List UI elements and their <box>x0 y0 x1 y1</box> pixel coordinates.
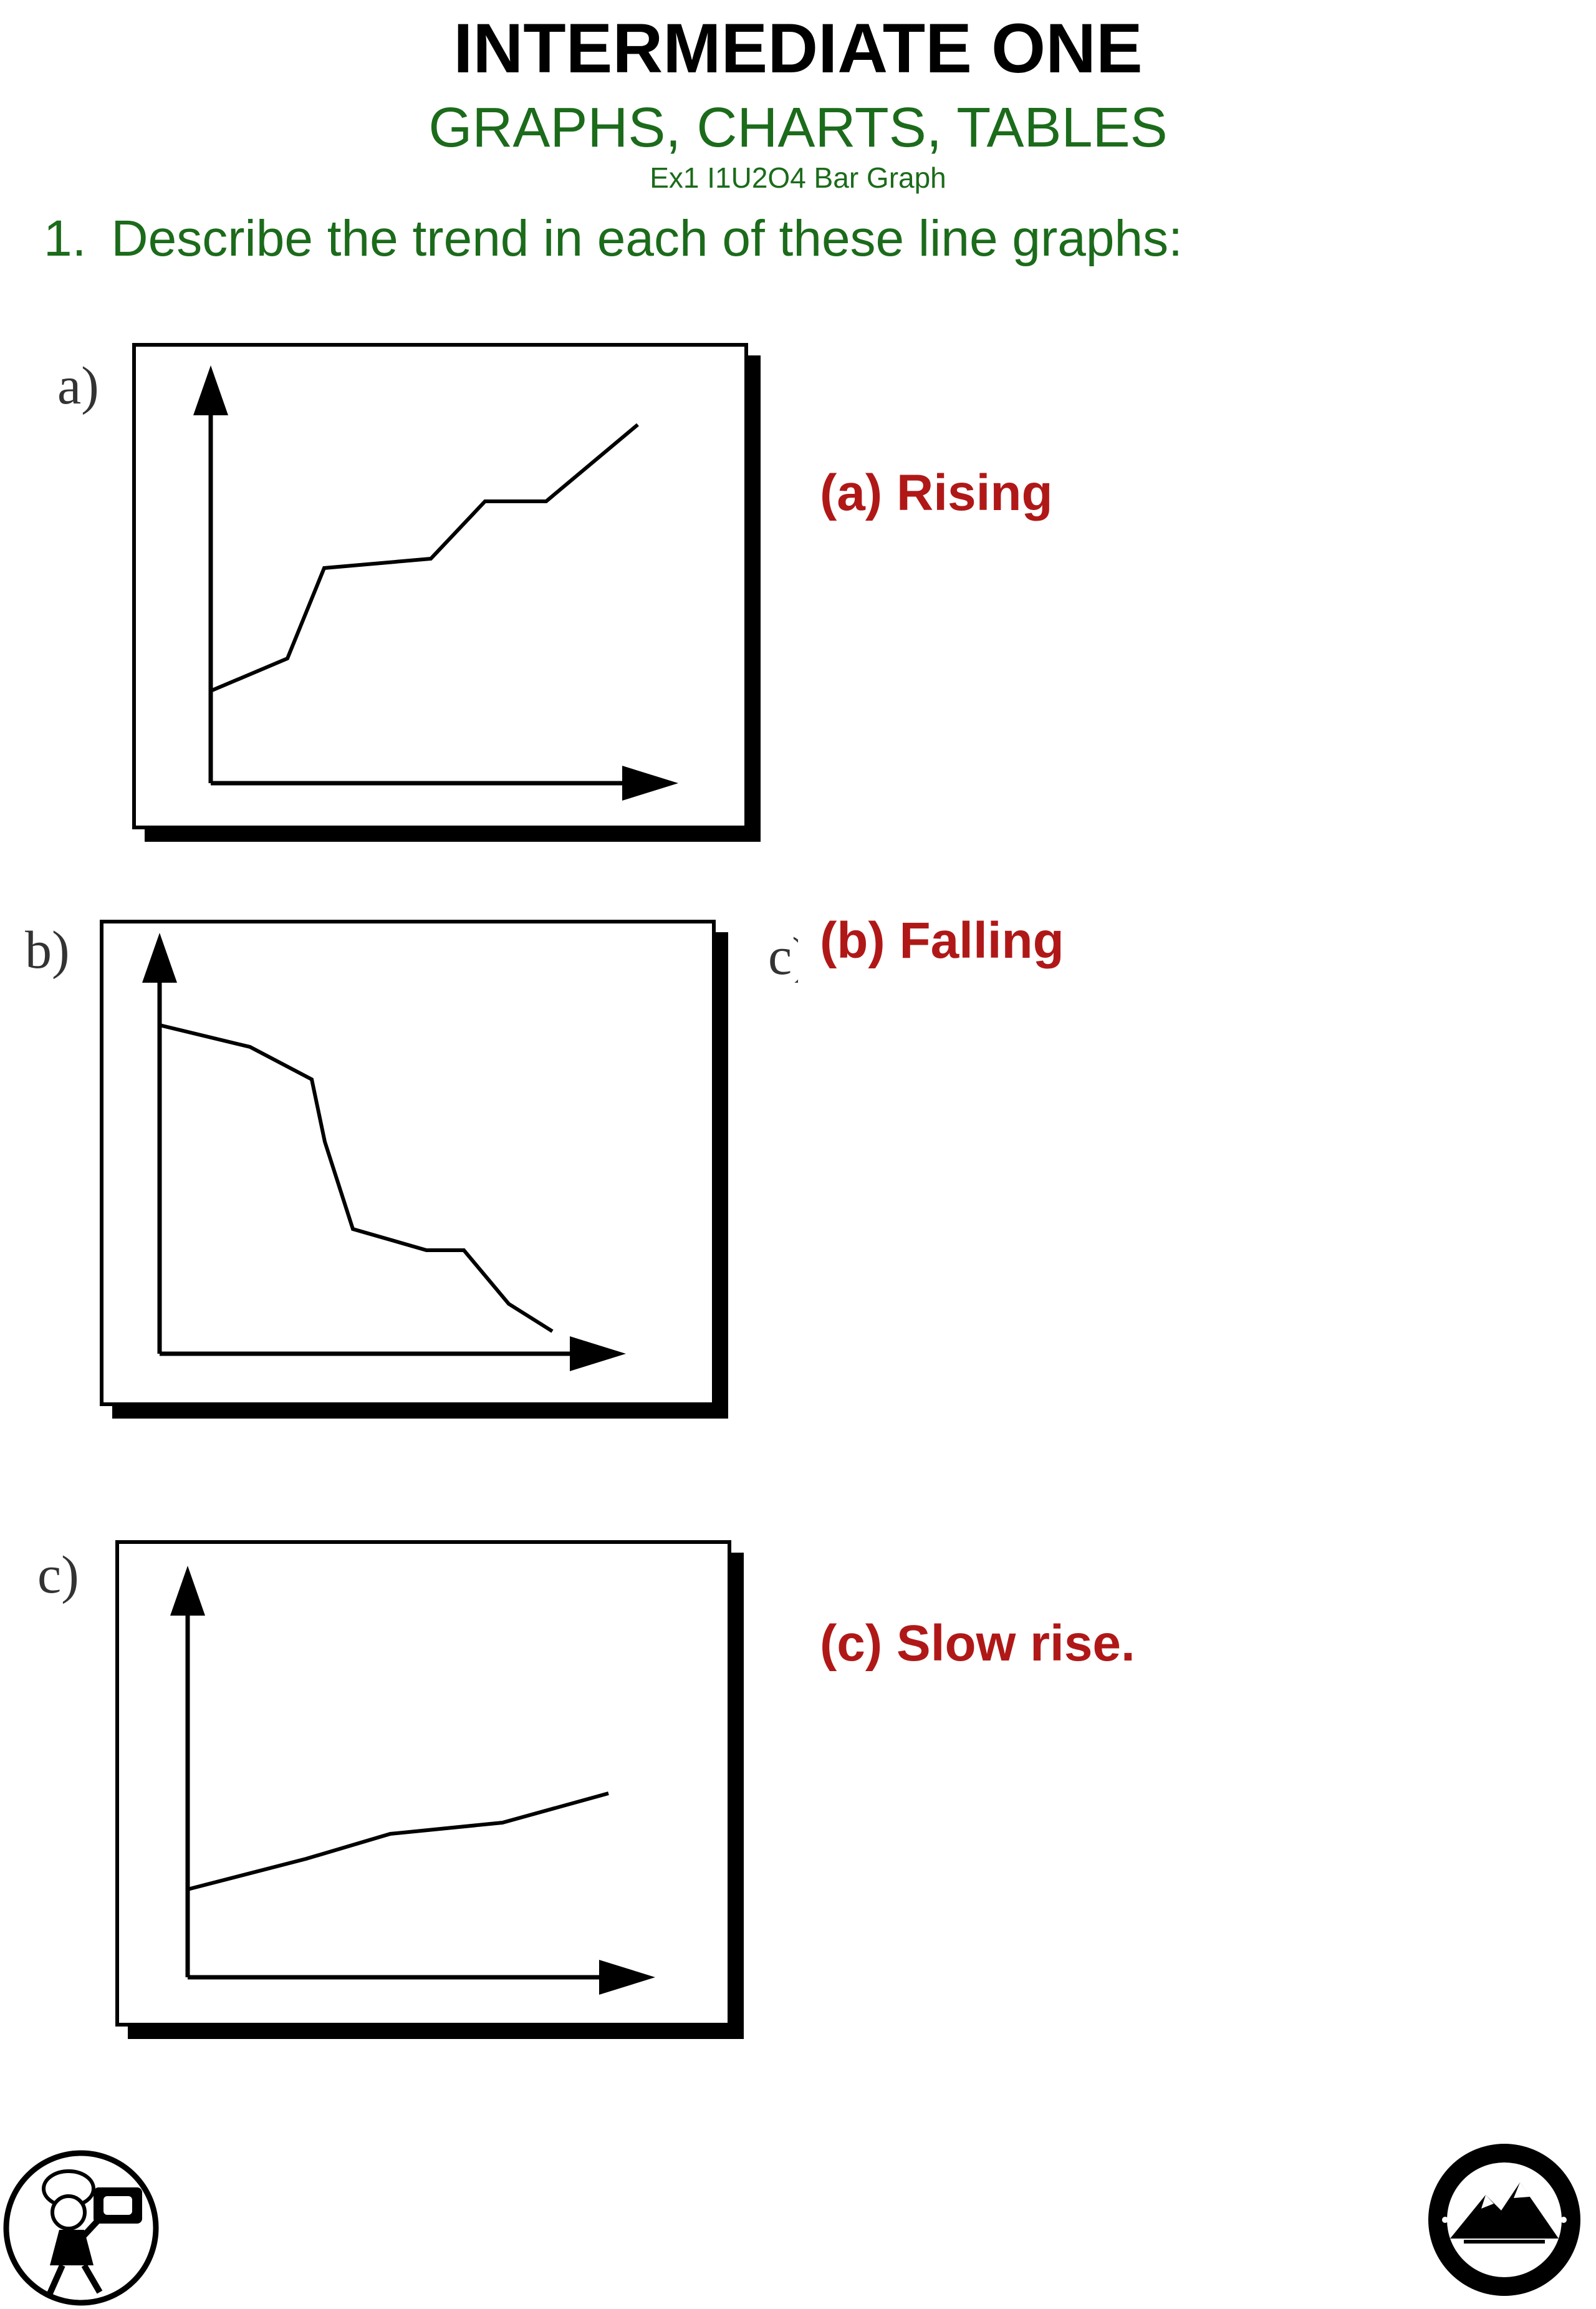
trend-line <box>209 423 639 693</box>
trend-line <box>159 1023 554 1333</box>
y-axis-arrow-icon <box>142 933 177 983</box>
x-axis-arrow-icon <box>570 1336 626 1371</box>
page-subtitle: GRAPHS, CHARTS, TABLES <box>428 97 1168 159</box>
graph-c-frame <box>115 1540 731 2027</box>
trend-line <box>187 1791 609 1891</box>
question-1: 1. Describe the trend in each of these li… <box>44 213 1183 264</box>
answer-a: (a) Rising <box>820 465 1053 521</box>
chef-logo-icon <box>3 2150 159 2306</box>
graph-c-plot <box>170 1566 655 1995</box>
question-text: Describe the trend in each of these line… <box>111 210 1183 267</box>
stray-letter: c) <box>768 929 798 983</box>
graph-c-letter: c) <box>37 1545 79 1604</box>
y-axis-arrow-icon <box>170 1566 205 1616</box>
x-axis-arrow-icon <box>622 766 678 801</box>
graph-a-frame <box>132 343 748 829</box>
answer-c: (c) Slow rise. <box>820 1615 1135 1672</box>
x-axis-arrow-icon <box>599 1960 655 1995</box>
graph-b-frame <box>100 920 716 1406</box>
page-title: INTERMEDIATE ONE <box>453 9 1143 87</box>
answer-b: (b) Falling <box>820 912 1064 969</box>
y-axis-arrow-icon <box>193 365 228 415</box>
graph-b-plot <box>142 933 626 1371</box>
mountain-logo-icon <box>1428 2144 1580 2296</box>
chef-mascot-logo <box>0 2150 163 2309</box>
graph-b-letter: b) <box>25 920 70 980</box>
exercise-code: Ex1 I1U2O4 Bar Graph <box>650 161 946 194</box>
question-number: 1. <box>44 210 87 267</box>
higher-still-logo <box>1420 2139 1589 2304</box>
graph-a-plot <box>193 365 678 801</box>
graph-a-letter: a) <box>57 355 99 415</box>
